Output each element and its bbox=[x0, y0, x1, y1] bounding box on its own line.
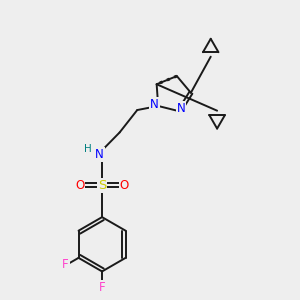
Text: N: N bbox=[150, 98, 159, 111]
Text: N: N bbox=[95, 148, 104, 161]
Text: O: O bbox=[75, 179, 84, 192]
Text: H: H bbox=[84, 144, 92, 154]
Text: F: F bbox=[99, 281, 105, 294]
Text: F: F bbox=[62, 258, 69, 271]
Text: O: O bbox=[120, 179, 129, 192]
Text: N: N bbox=[176, 102, 185, 115]
Text: S: S bbox=[98, 179, 106, 192]
